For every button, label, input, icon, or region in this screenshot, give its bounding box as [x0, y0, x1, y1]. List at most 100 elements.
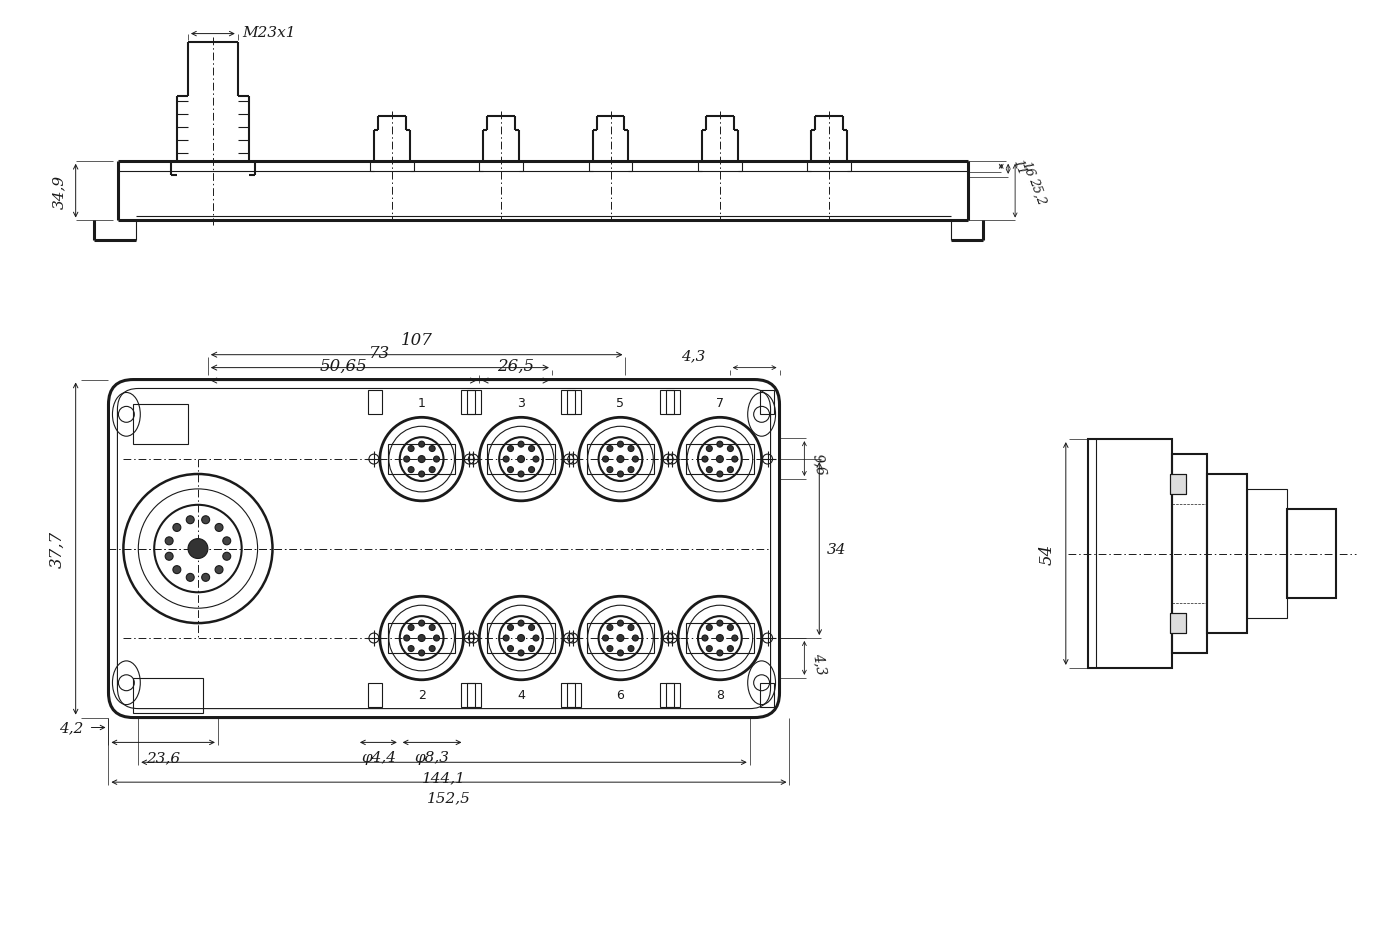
Circle shape — [633, 457, 638, 463]
Circle shape — [507, 625, 513, 631]
Text: 7: 7 — [717, 396, 723, 410]
Text: φ8,3: φ8,3 — [414, 750, 450, 765]
Bar — [388, 623, 456, 653]
Circle shape — [173, 524, 181, 531]
Bar — [686, 623, 754, 653]
Bar — [461, 391, 475, 415]
Circle shape — [618, 620, 623, 627]
Circle shape — [703, 457, 708, 463]
Circle shape — [404, 457, 410, 463]
Circle shape — [528, 625, 534, 631]
Circle shape — [629, 447, 634, 452]
Text: 144,1: 144,1 — [422, 770, 466, 784]
Text: 2: 2 — [418, 688, 425, 701]
Text: φ4,4: φ4,4 — [361, 750, 396, 765]
Text: 54: 54 — [1039, 544, 1055, 565]
Bar — [1287, 509, 1337, 598]
Circle shape — [418, 442, 425, 447]
Circle shape — [717, 471, 723, 478]
Text: 16: 16 — [1018, 160, 1036, 179]
Text: 5: 5 — [616, 396, 625, 410]
Circle shape — [728, 625, 733, 631]
Circle shape — [519, 471, 524, 478]
Circle shape — [533, 457, 539, 463]
Bar — [368, 391, 382, 415]
Text: 107: 107 — [400, 331, 432, 348]
Circle shape — [732, 457, 737, 463]
Circle shape — [728, 646, 733, 652]
Circle shape — [717, 635, 723, 642]
Circle shape — [707, 447, 712, 452]
Circle shape — [633, 635, 638, 641]
Text: 8: 8 — [717, 688, 723, 701]
Text: 152,5: 152,5 — [427, 790, 471, 804]
Bar — [560, 391, 574, 415]
Circle shape — [429, 646, 435, 652]
Bar — [686, 445, 754, 475]
Bar — [134, 405, 188, 445]
Bar — [1087, 440, 1172, 668]
Circle shape — [528, 646, 534, 652]
Circle shape — [703, 635, 708, 641]
Circle shape — [517, 456, 524, 464]
Circle shape — [215, 566, 223, 574]
Bar — [1207, 475, 1246, 633]
Text: 4,3: 4,3 — [810, 651, 828, 675]
Circle shape — [728, 447, 733, 452]
Bar — [760, 683, 774, 707]
Text: 73: 73 — [369, 345, 390, 362]
Circle shape — [618, 471, 623, 478]
Bar — [661, 391, 675, 415]
Text: 1: 1 — [418, 396, 425, 410]
Bar — [760, 391, 774, 415]
Bar — [488, 445, 555, 475]
Circle shape — [629, 646, 634, 652]
Circle shape — [728, 467, 733, 473]
Circle shape — [418, 635, 425, 642]
Circle shape — [434, 635, 439, 641]
Circle shape — [606, 467, 613, 473]
Bar — [368, 683, 382, 707]
Circle shape — [618, 442, 623, 447]
Circle shape — [533, 635, 539, 641]
Text: 4: 4 — [517, 688, 526, 701]
Circle shape — [223, 552, 231, 561]
Circle shape — [173, 566, 181, 574]
Circle shape — [507, 646, 513, 652]
Circle shape — [707, 646, 712, 652]
Circle shape — [717, 442, 723, 447]
Bar — [488, 623, 555, 653]
Circle shape — [164, 552, 173, 561]
Bar — [1170, 475, 1186, 495]
Text: 9,6: 9,6 — [810, 452, 828, 476]
Bar — [587, 623, 654, 653]
Text: 26,5: 26,5 — [498, 357, 534, 374]
Circle shape — [618, 650, 623, 656]
Circle shape — [707, 467, 712, 473]
Circle shape — [519, 620, 524, 627]
Bar — [1170, 614, 1186, 633]
Circle shape — [418, 650, 425, 656]
Bar — [467, 391, 481, 415]
Circle shape — [418, 620, 425, 627]
Bar — [1170, 614, 1186, 633]
Bar — [661, 683, 675, 707]
Bar — [567, 683, 581, 707]
Bar — [1172, 455, 1207, 653]
Text: 37,7: 37,7 — [49, 531, 66, 567]
Circle shape — [629, 467, 634, 473]
Circle shape — [732, 635, 737, 641]
Text: 34: 34 — [827, 542, 846, 556]
Bar — [587, 445, 654, 475]
Circle shape — [408, 625, 414, 631]
Circle shape — [707, 625, 712, 631]
Circle shape — [434, 457, 439, 463]
Circle shape — [717, 650, 723, 656]
Circle shape — [202, 516, 209, 524]
Circle shape — [223, 537, 231, 546]
Circle shape — [602, 457, 609, 463]
Text: 3: 3 — [517, 396, 526, 410]
Circle shape — [202, 574, 209, 582]
Circle shape — [215, 524, 223, 531]
Bar — [666, 683, 680, 707]
